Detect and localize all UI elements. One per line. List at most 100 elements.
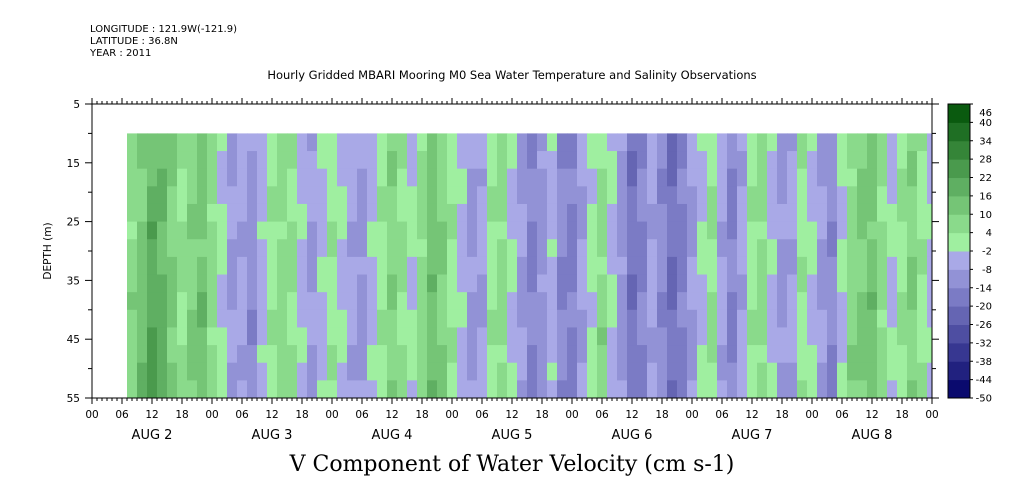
colorbar-label: -44 [976, 375, 992, 386]
heatmap-cell [807, 239, 818, 258]
heatmap-cell [547, 256, 558, 276]
heatmap-cell [417, 362, 428, 381]
heatmap-cell [397, 133, 408, 152]
heatmap-cell [867, 362, 878, 381]
heatmap-cell [897, 203, 908, 223]
heatmap-cell [797, 327, 808, 346]
heatmap-cell [457, 274, 468, 293]
heatmap-cell [647, 327, 658, 346]
x-day-label: AUG 6 [612, 428, 653, 443]
heatmap-cell [647, 362, 658, 381]
heatmap-cell [577, 133, 588, 152]
heatmap-cell [907, 221, 918, 240]
heatmap-cell [877, 256, 888, 276]
heatmap-cell [147, 380, 158, 398]
heatmap-cell [127, 309, 138, 329]
heatmap-cell [457, 186, 468, 205]
heatmap-cell [127, 292, 138, 311]
heatmap-cell [277, 203, 288, 223]
heatmap-cell [767, 256, 778, 276]
heatmap-cell [537, 380, 548, 398]
heatmap-cell [787, 327, 798, 346]
y-axis: 5 15 25 35 45 55 [67, 99, 939, 405]
heatmap-cell [717, 362, 728, 381]
heatmap-cell [177, 292, 188, 311]
heatmap-cell [377, 186, 388, 205]
heatmap-cell [907, 151, 918, 170]
heatmap-cell [737, 168, 748, 187]
heatmap-cell [517, 256, 528, 276]
heatmap-cell [187, 327, 198, 346]
heatmap-cell [317, 256, 328, 276]
heatmap-cell [847, 274, 858, 293]
heatmap-cell [377, 168, 388, 187]
heatmap-cell [627, 133, 638, 152]
x-tick-label: 12 [145, 409, 158, 421]
heatmap-cell [757, 256, 768, 276]
heatmap-cell [617, 256, 628, 276]
heatmap-cell [247, 168, 258, 187]
heatmap-cell [447, 133, 458, 152]
heatmap-cell [257, 203, 268, 223]
heatmap-cell [787, 239, 798, 258]
heatmap-cell [907, 274, 918, 293]
heatmap-cell [127, 327, 138, 346]
heatmap-cell [207, 362, 218, 381]
heatmap-cell [197, 362, 208, 381]
heatmap-cell [667, 133, 678, 152]
x-day-label: AUG 7 [732, 428, 773, 443]
heatmap-cell [437, 186, 448, 205]
heatmap-cell [227, 239, 238, 258]
heatmap-cell [367, 203, 378, 223]
heatmap-cell [477, 221, 488, 240]
heatmap-cell [337, 309, 348, 329]
heatmap-cell [237, 133, 248, 152]
heatmap-cell [237, 327, 248, 346]
heatmap-cell [697, 274, 708, 293]
heatmap-cell [427, 151, 438, 170]
heatmap-cell [757, 221, 768, 240]
heatmap-cell [397, 380, 408, 398]
heatmap-cell [767, 309, 778, 329]
heatmap-cell [727, 274, 738, 293]
heatmap-cell [487, 345, 498, 364]
heatmap-cell [517, 133, 528, 152]
heatmap-cell [667, 221, 678, 240]
heatmap-cell [677, 292, 688, 311]
heatmap-cell [567, 362, 578, 381]
heatmap-cell [807, 292, 818, 311]
heatmap-cell [677, 362, 688, 381]
heatmap-cell [247, 239, 258, 258]
heatmap-cell [377, 362, 388, 381]
heatmap-cell [717, 221, 728, 240]
heatmap-cell [197, 274, 208, 293]
heatmap-cell [777, 133, 788, 152]
heatmap-cell [787, 168, 798, 187]
heatmap-cell [827, 203, 838, 223]
heatmap-cell [487, 309, 498, 329]
heatmap-cell [217, 133, 228, 152]
heatmap-cell [787, 309, 798, 329]
heatmap-cell [327, 292, 338, 311]
heatmap-cell [837, 327, 848, 346]
heatmap-cell [187, 309, 198, 329]
heatmap-cell [277, 221, 288, 240]
heatmap-cell [607, 380, 618, 398]
heatmap-cell [767, 274, 778, 293]
heatmap-cell [887, 327, 898, 346]
heatmap-cell [457, 168, 468, 187]
heatmap-cell [657, 133, 668, 152]
heatmap-cell [227, 362, 238, 381]
heatmap-cell [877, 239, 888, 258]
heatmap-cell [727, 256, 738, 276]
heatmap-cell [667, 239, 678, 258]
heatmap-cell [137, 345, 148, 364]
heatmap-cell [277, 380, 288, 398]
heatmap-cell [757, 309, 768, 329]
heatmap-cell [487, 292, 498, 311]
heatmap-cell [227, 168, 238, 187]
heatmap-cell [537, 309, 548, 329]
heatmap-cell [777, 151, 788, 170]
heatmap-cell [357, 380, 368, 398]
heatmap-cell [667, 309, 678, 329]
